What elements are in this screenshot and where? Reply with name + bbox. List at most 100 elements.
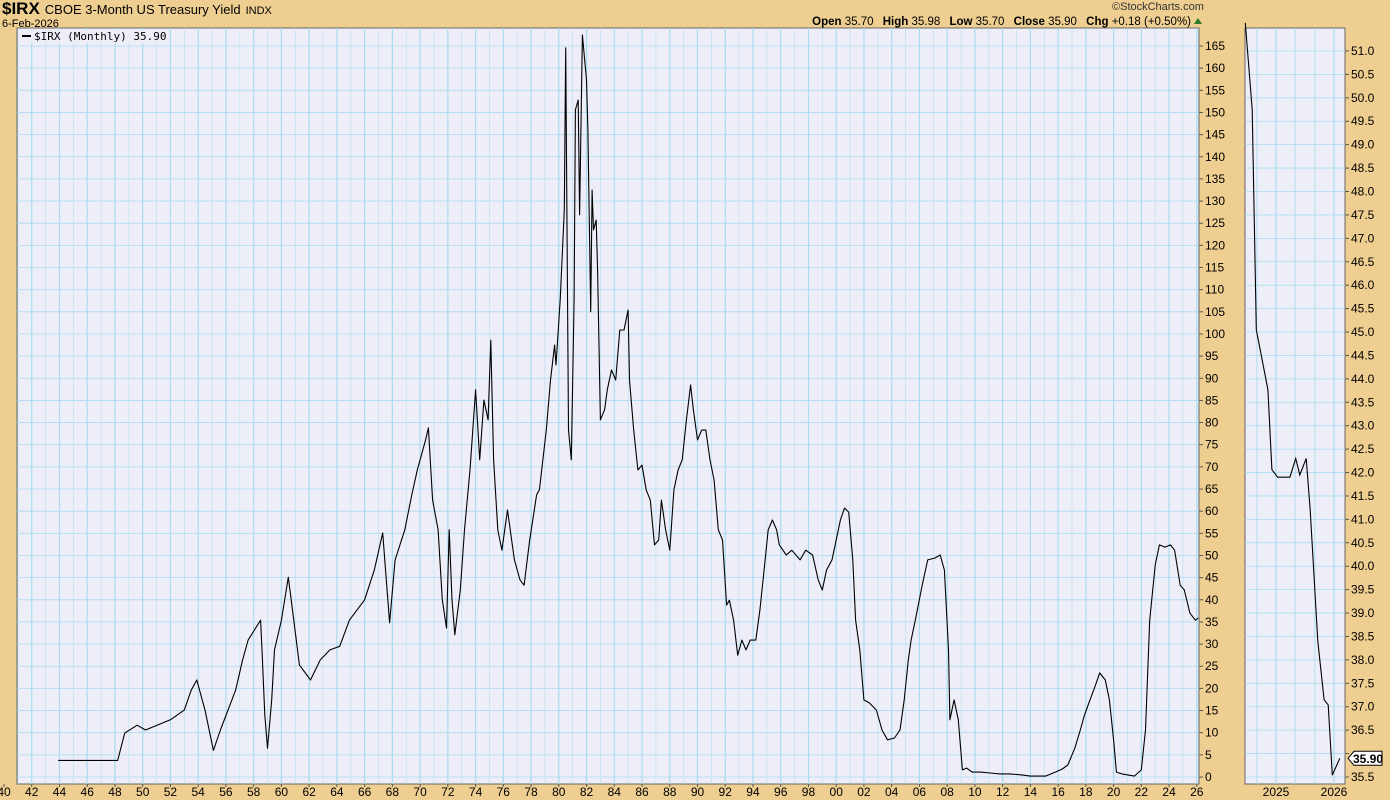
zoom-y-tick-label: 49.0	[1351, 138, 1375, 152]
x-tick-label: 04	[885, 785, 899, 799]
x-tick-label: 10	[968, 785, 982, 799]
zoom-y-tick-label: 40.5	[1351, 536, 1375, 550]
high-label: High	[882, 16, 909, 28]
x-tick-label: 76	[497, 785, 511, 799]
y-tick-label: 140	[1205, 150, 1225, 164]
zoom-y-tick-label: 50.5	[1351, 67, 1375, 81]
zoom-y-tick-label: 50.0	[1351, 91, 1375, 105]
ohlc-readout: Open 35.70 High 35.98 Low 35.70 Close 35…	[806, 16, 1202, 28]
x-tick-label: 46	[81, 785, 95, 799]
chart-date: 6-Feb-2026	[2, 18, 59, 30]
x-tick-label: 64	[330, 785, 344, 799]
y-tick-label: 165	[1205, 39, 1225, 53]
y-tick-label: 45	[1205, 571, 1219, 585]
zoom-y-tick-label: 36.5	[1351, 723, 1375, 737]
watermark: ©StockCharts.com	[1112, 1, 1204, 13]
main-plot-area	[16, 27, 1200, 785]
zoom-y-tick-label: 45.5	[1351, 302, 1375, 316]
close-label: Close	[1013, 16, 1045, 28]
up-triangle-icon	[1194, 18, 1202, 24]
x-tick-label: 96	[774, 785, 788, 799]
y-tick-label: 20	[1205, 681, 1219, 695]
zoom-y-tick-label: 44.0	[1351, 372, 1375, 386]
y-tick-label: 15	[1205, 704, 1219, 718]
zoom-y-tick-label: 45.0	[1351, 325, 1375, 339]
x-tick-label: 60	[275, 785, 289, 799]
y-tick-label: 65	[1205, 482, 1219, 496]
zoom-y-tick-label: 47.0	[1351, 231, 1375, 245]
symbol: $IRX	[2, 0, 40, 18]
x-tick-label: 14	[1024, 785, 1038, 799]
x-tick-label: 70	[413, 785, 427, 799]
zoom-y-tick-label: 48.0	[1351, 185, 1375, 199]
y-tick-label: 160	[1205, 61, 1225, 75]
y-tick-label: 35	[1205, 615, 1219, 629]
zoom-line	[1244, 22, 1341, 776]
last-value-label: 35.90	[1353, 752, 1383, 766]
open-value: 35.70	[844, 16, 874, 28]
x-tick-label: 18	[1079, 785, 1093, 799]
y-tick-label: 60	[1205, 504, 1219, 518]
x-tick-label: 58	[247, 785, 261, 799]
instrument-name: CBOE 3-Month US Treasury Yield	[44, 2, 241, 17]
zoom-x-tick-label: 2026	[1321, 785, 1348, 799]
y-tick-label: 120	[1205, 238, 1225, 252]
title-bar: $IRX CBOE 3-Month US Treasury Yield INDX	[2, 0, 272, 18]
zoom-y-tick-label: 47.5	[1351, 208, 1375, 222]
y-tick-label: 70	[1205, 460, 1219, 474]
legend-label: $IRX (Monthly) 35.90	[34, 30, 167, 43]
zoom-y-tick-label: 51.0	[1351, 44, 1375, 58]
zoom-y-tick-label: 44.5	[1351, 348, 1375, 362]
y-tick-label: 130	[1205, 194, 1225, 208]
chg-label: Chg	[1086, 16, 1109, 28]
y-tick-label: 110	[1205, 283, 1224, 297]
x-tick-label: 20	[1107, 785, 1121, 799]
x-tick-label: 88	[663, 785, 677, 799]
y-tick-label: 30	[1205, 637, 1219, 651]
exchange: INDX	[245, 5, 272, 17]
y-tick-label: 10	[1205, 726, 1219, 740]
last-value-tag	[1347, 750, 1383, 766]
y-tick-label: 5	[1205, 748, 1212, 762]
close-value: 35.90	[1048, 16, 1077, 28]
y-tick-label: 75	[1205, 438, 1219, 452]
y-tick-label: 0	[1205, 770, 1212, 784]
x-tick-label: 82	[580, 785, 594, 799]
x-tick-label: 66	[358, 785, 372, 799]
y-tick-label: 50	[1205, 548, 1219, 562]
zoom-y-tick-label: 46.0	[1351, 278, 1375, 292]
x-tick-label: 08	[940, 785, 954, 799]
y-tick-label: 150	[1205, 105, 1225, 119]
x-tick-label: 42	[25, 785, 39, 799]
chg-value: +0.18 (+0.50%)	[1111, 16, 1191, 28]
y-tick-label: 125	[1205, 216, 1225, 230]
y-tick-label: 55	[1205, 526, 1219, 540]
x-tick-label: 52	[164, 785, 178, 799]
zoom-x-tick-label: 2025	[1263, 785, 1290, 799]
x-tick-label: 44	[53, 785, 67, 799]
zoom-y-tick-label: 42.5	[1351, 442, 1375, 456]
legend: $IRX (Monthly) 35.90	[20, 30, 169, 43]
x-tick-label: 16	[1051, 785, 1065, 799]
x-tick-label: 02	[857, 785, 871, 799]
zoom-y-tick-label: 37.5	[1351, 676, 1375, 690]
zoom-y-tick-label: 49.5	[1351, 114, 1375, 128]
y-tick-label: 95	[1205, 349, 1219, 363]
zoom-y-tick-label: 48.5	[1351, 161, 1375, 175]
x-tick-label: 62	[302, 785, 316, 799]
high-value: 35.98	[911, 16, 941, 28]
y-tick-label: 25	[1205, 659, 1219, 673]
y-tick-label: 80	[1205, 416, 1219, 430]
x-tick-label: 72	[441, 785, 455, 799]
y-tick-label: 90	[1205, 371, 1219, 385]
x-tick-label: 90	[691, 785, 705, 799]
zoom-y-tick-label: 38.0	[1351, 653, 1375, 667]
x-tick-label: 98	[802, 785, 816, 799]
x-tick-label: 80	[552, 785, 566, 799]
irx-monthly-line	[58, 34, 1199, 777]
zoom-y-tick-label: 46.5	[1351, 255, 1375, 269]
zoom-y-tick-label: 39.0	[1351, 606, 1375, 620]
zoom-y-tick-label: 35.5	[1351, 770, 1375, 784]
y-tick-label: 105	[1205, 305, 1225, 319]
x-tick-label: 00	[830, 785, 844, 799]
